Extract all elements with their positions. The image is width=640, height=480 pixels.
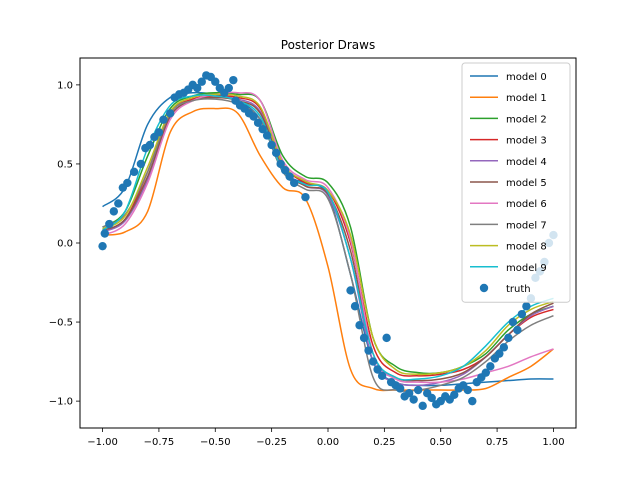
truth-point: [359, 333, 369, 343]
truth-point: [395, 384, 405, 393]
series-layer: [102, 91, 554, 392]
truth-point: [224, 83, 233, 93]
truth-point: [258, 124, 267, 134]
truth-point: [364, 346, 373, 355]
truth-point: [145, 140, 155, 150]
truth-point: [159, 115, 168, 124]
x-tick-label: 1.00: [542, 437, 564, 448]
truth-point: [193, 83, 202, 93]
truth-point: [98, 241, 107, 251]
x-tick-label: −1.00: [87, 437, 118, 448]
truth-point: [114, 199, 123, 208]
legend-label: model 5: [506, 178, 547, 189]
truth-point: [262, 131, 272, 140]
x-tick-label: −0.25: [256, 437, 287, 448]
legend: model 0 model 1 model 2 model 3 model 4 model…: [461, 62, 571, 303]
truth-point: [100, 229, 110, 238]
series-line-model-1: [102, 107, 554, 392]
truth-point: [486, 362, 495, 371]
truth-point: [271, 148, 281, 158]
truth-point: [105, 219, 114, 229]
legend-label: model 7: [506, 220, 547, 231]
y-tick-label: 1.0: [57, 80, 73, 91]
truth-point: [427, 393, 436, 403]
legend-label: model 4: [506, 157, 547, 168]
truth-point: [409, 395, 418, 404]
truth-point: [504, 333, 513, 343]
truth-point: [499, 343, 509, 352]
truth-point: [377, 371, 387, 381]
truth-point: [368, 357, 378, 366]
series-line-model-7: [102, 98, 554, 392]
x-tick-label: −0.50: [200, 437, 231, 448]
y-tick-label: 0.5: [57, 159, 73, 170]
truth-point: [123, 178, 132, 188]
x-tick-label: −0.75: [144, 437, 175, 448]
y-tick-label: 0.0: [57, 239, 73, 250]
truth-point: [404, 389, 414, 398]
truth-point: [513, 325, 522, 335]
truth-point: [165, 109, 175, 118]
truth-point: [522, 302, 531, 311]
legend-box: [461, 62, 571, 303]
x-tick-label: 0.00: [317, 437, 339, 448]
truth-point: [109, 207, 119, 216]
legend-label: model 1: [506, 93, 547, 104]
x-tick-label: 0.50: [430, 437, 452, 448]
legend-label: model 0: [506, 72, 547, 83]
truth-point: [463, 385, 472, 395]
truth-point: [495, 349, 504, 358]
truth-point: [280, 166, 290, 175]
truth-point: [450, 390, 459, 399]
chart-title: Posterior Draws: [281, 38, 375, 52]
truth-point: [197, 77, 206, 86]
truth-point: [413, 385, 423, 395]
x-tick-label: 0.25: [373, 437, 395, 448]
truth-point: [211, 77, 220, 86]
truth-point: [253, 118, 263, 128]
y-tick-label: −0.5: [49, 318, 73, 329]
truth-point: [481, 368, 491, 377]
x-axis: −1.00 −0.75 −0.50 −0.25 0.00 0.25 0.50 0.75 1.00: [87, 428, 565, 448]
truth-point: [418, 401, 427, 411]
truth-point: [154, 128, 164, 137]
y-tick-label: −1.0: [49, 397, 73, 408]
y-axis: −1.0 −0.5 0.0 0.5 1.0: [49, 80, 80, 408]
legend-label: model 2: [506, 114, 547, 125]
truth-point: [289, 178, 299, 188]
truth-point: [301, 192, 310, 202]
series-line-model-8: [102, 93, 554, 376]
truth-point: [346, 286, 355, 295]
legend-label: model 3: [506, 136, 547, 147]
truth-point: [136, 159, 146, 169]
series-line-model-6: [102, 91, 554, 384]
legend-label: model 6: [506, 199, 547, 210]
legend-label: model 8: [506, 242, 547, 253]
legend-label: model 9: [506, 263, 547, 274]
truth-point: [285, 172, 294, 181]
truth-point: [350, 302, 360, 311]
truth-point: [468, 396, 477, 406]
truth-point: [267, 140, 276, 150]
truth-point: [276, 159, 285, 169]
truth-point: [373, 365, 382, 374]
truth-point: [382, 333, 391, 343]
truth-point: [355, 321, 364, 330]
truth-point: [129, 167, 139, 177]
series-line-model-2: [102, 91, 554, 375]
series-line-model-5: [102, 96, 554, 382]
truth-point: [517, 309, 527, 319]
scatter-layer: [98, 71, 558, 411]
truth-point: [508, 317, 518, 327]
x-tick-label: 0.75: [486, 437, 508, 448]
truth-point: [249, 112, 258, 121]
legend-label: truth: [506, 284, 531, 295]
truth-point: [229, 75, 238, 85]
legend-swatch: [479, 283, 489, 293]
